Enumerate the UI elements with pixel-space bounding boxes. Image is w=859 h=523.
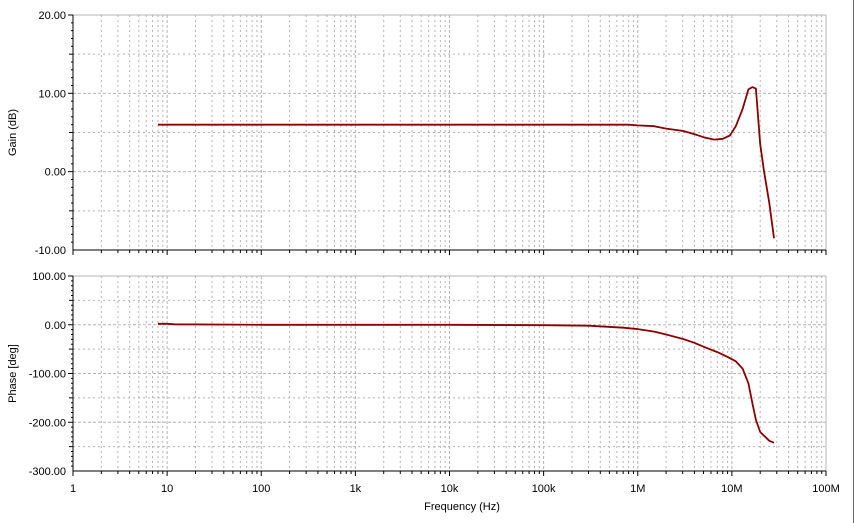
gain-axes (68, 14, 827, 255)
gain-ytick-label: 20.00 (38, 10, 66, 22)
gain-ytick-label: -10.00 (35, 245, 66, 257)
gain-ytick-label: 10.00 (38, 88, 66, 100)
xtick-label: 1k (350, 483, 362, 495)
xtick-label: 1 (70, 483, 76, 495)
window-edge (853, 0, 859, 523)
axis-labels: 20.00 10.00 0.00 -10.00 Gain (dB) 100.00 0.00 -… (7, 10, 840, 513)
xtick-label: 100 (252, 483, 270, 495)
phase-ylabel: Phase [deg] (7, 344, 19, 403)
phase-ytick-label: -300.00 (29, 466, 66, 478)
phase-series-line (158, 322, 775, 444)
xtick-label: 1M (630, 483, 645, 495)
gain-ylabel: Gain (dB) (7, 109, 19, 156)
phase-ytick-label: -200.00 (29, 417, 66, 429)
phase-trace (158, 322, 775, 444)
gain-series-line (158, 86, 775, 239)
phase-grid (73, 276, 826, 471)
xtick-label: 10k (441, 483, 459, 495)
xlabel: Frequency (Hz) (424, 501, 500, 513)
xtick-label: 100k (532, 483, 556, 495)
phase-axes (68, 275, 827, 476)
xtick-label: 10 (161, 483, 173, 495)
xtick-label: 10M (721, 483, 742, 495)
phase-ytick-label: 0.00 (45, 320, 66, 332)
phase-ytick-label: -100.00 (29, 369, 66, 381)
gain-trace (158, 86, 775, 239)
gain-grid (73, 15, 826, 250)
xtick-label: 100M (812, 483, 840, 495)
gain-ytick-label: 0.00 (45, 167, 66, 179)
phase-ytick-label: 100.00 (32, 271, 66, 283)
